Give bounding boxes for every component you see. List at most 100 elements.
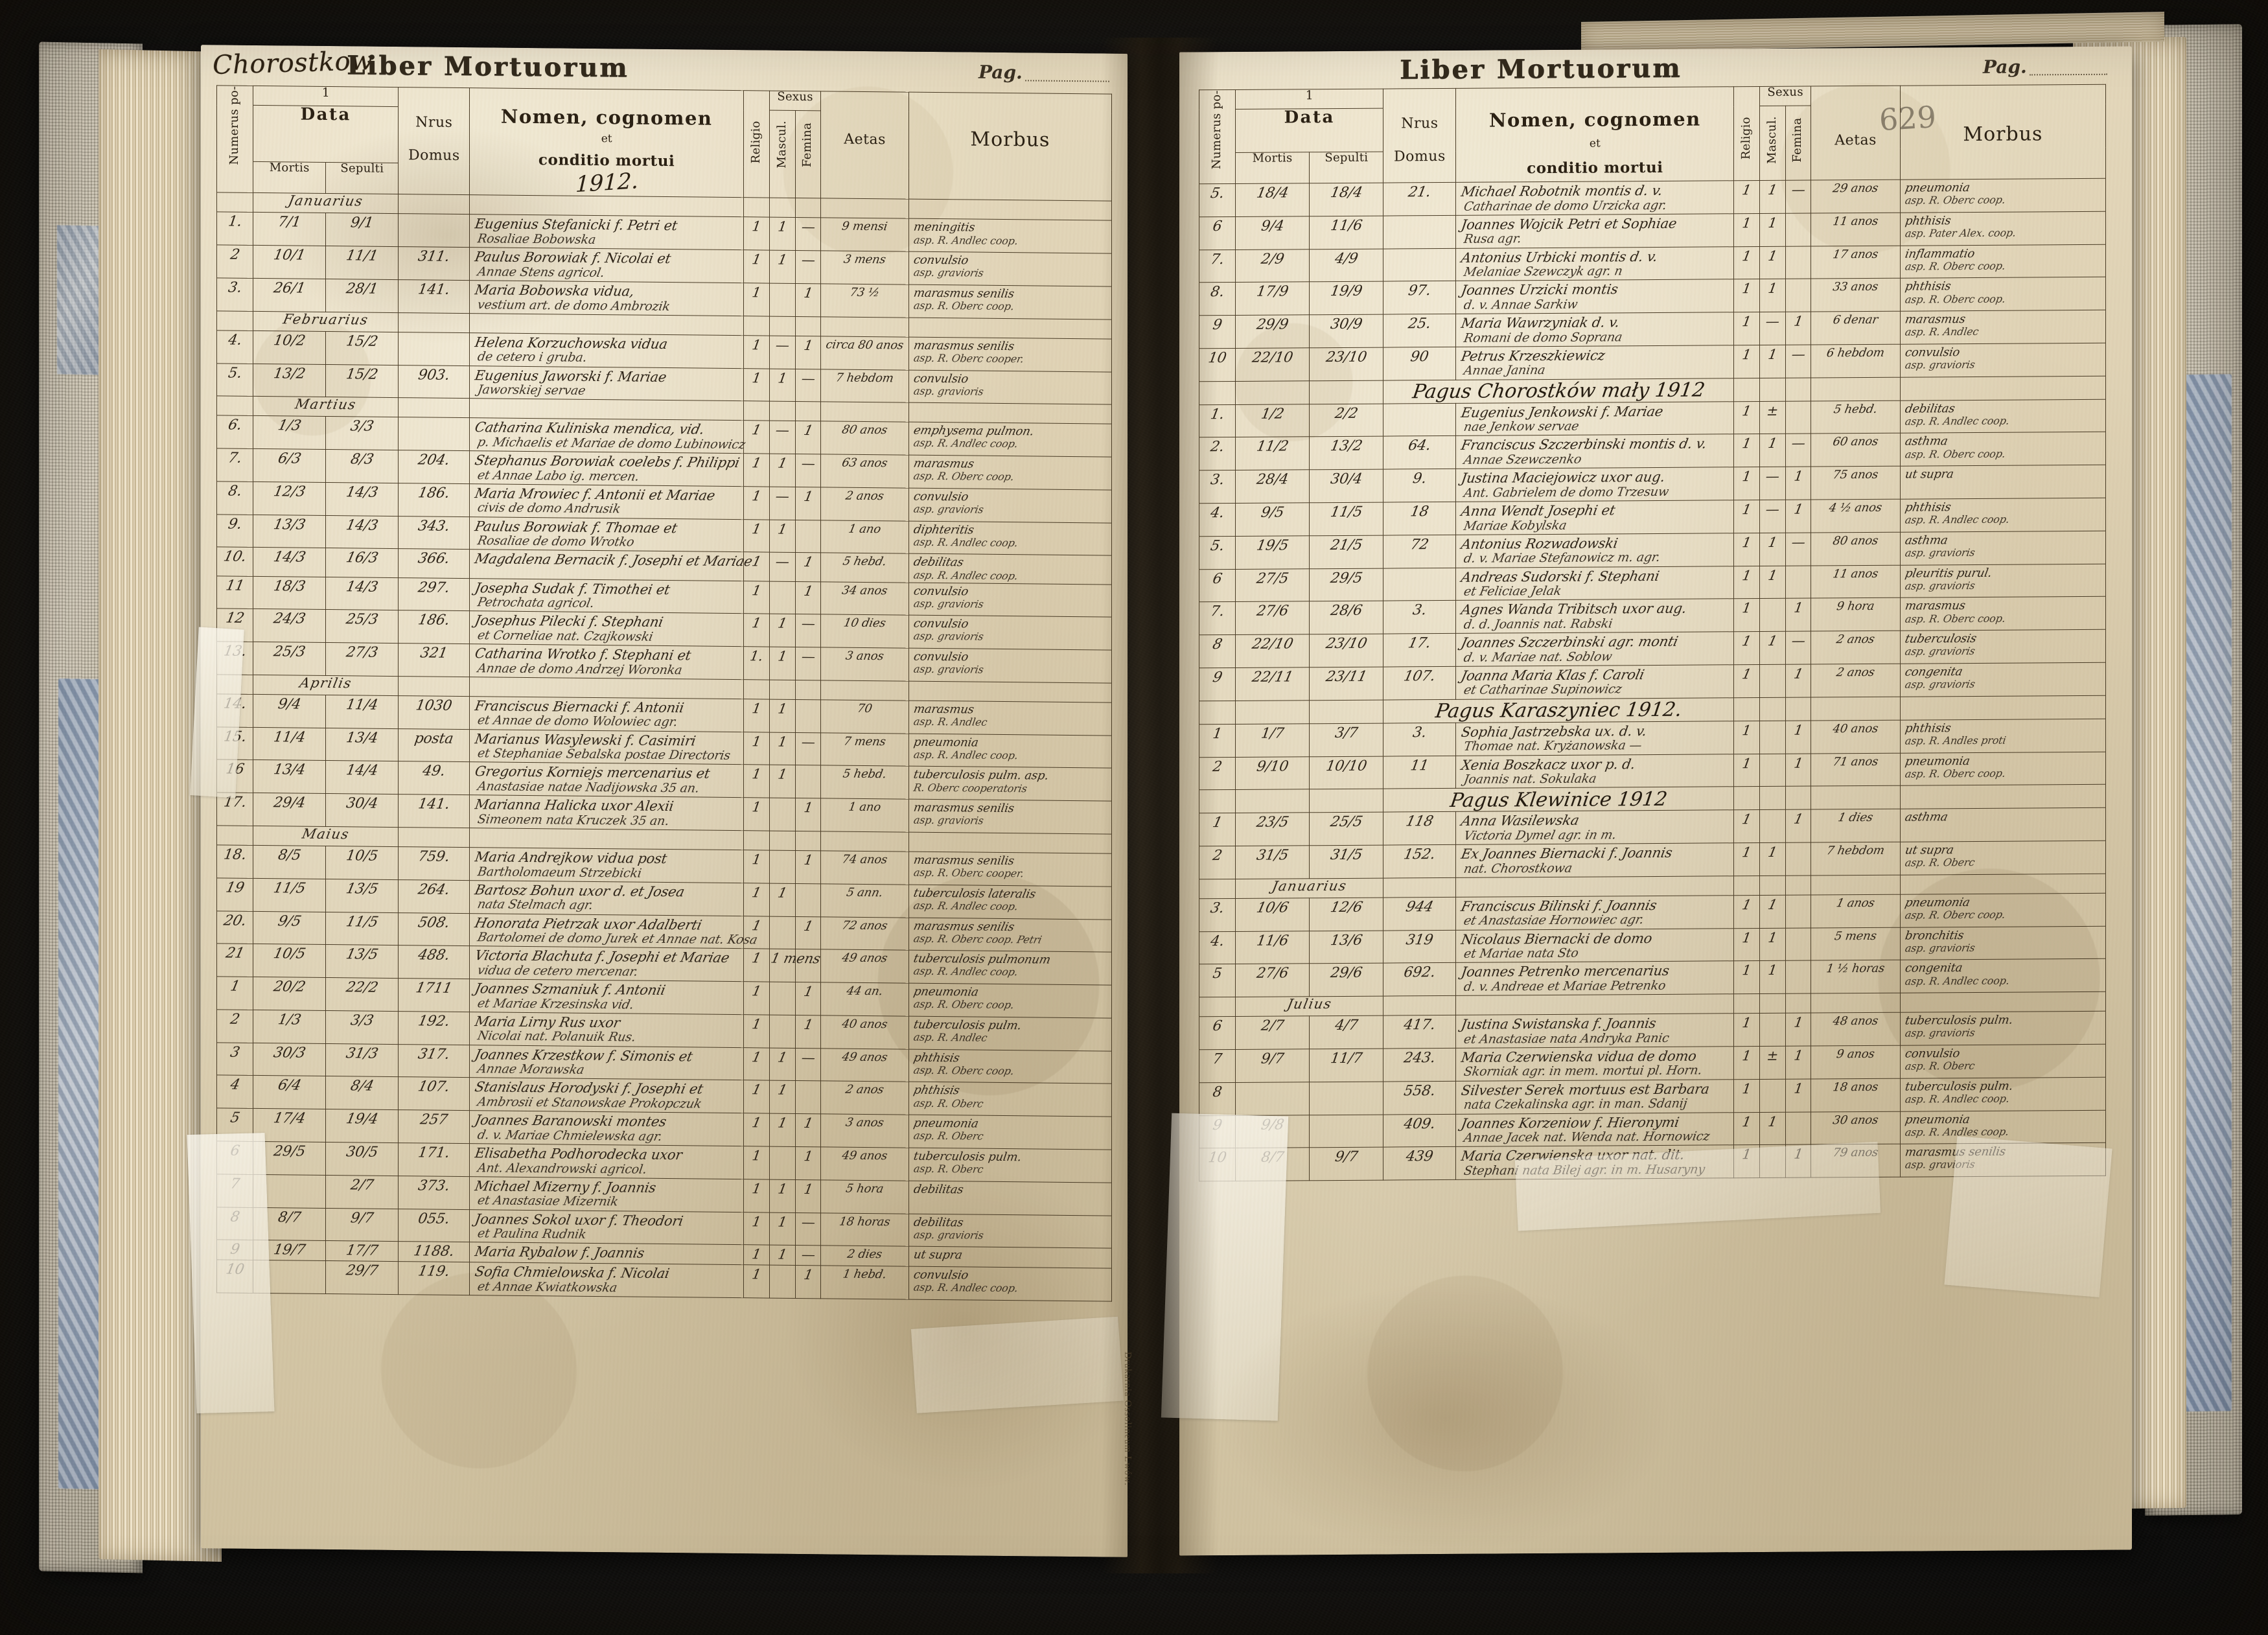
burial-date-cell: 8/3 bbox=[325, 449, 399, 483]
house-number-cell-text: 141. bbox=[417, 281, 451, 298]
empty-cell bbox=[743, 679, 770, 699]
entry-number-cell-text: 5. bbox=[1209, 185, 1226, 202]
entry-number-cell: 9. bbox=[216, 514, 253, 548]
death-date-cell-text: 9/4 bbox=[1260, 218, 1285, 235]
sex-male-cell: 1 bbox=[769, 1047, 796, 1081]
name-condition-cell: Sofia Chmielowska f. Nicolai et Annae Kwi… bbox=[469, 1262, 744, 1298]
age-cell-text: 2 dies bbox=[846, 1247, 884, 1262]
age-cell-text: 79 anos bbox=[1832, 1146, 1880, 1160]
religion-cell-text: 1 bbox=[750, 615, 763, 631]
sex-male-cell bbox=[1759, 1013, 1786, 1047]
sex-male-cell-text: 1 bbox=[1766, 929, 1778, 945]
register-entry-row: 8. 17/9 19/9 97. Joannes Urzicki montis d. v.… bbox=[1199, 277, 2106, 316]
col-religio: Religio bbox=[1739, 117, 1753, 160]
age-cell-text: 73 ½ bbox=[849, 285, 881, 300]
house-number-cell: 264. bbox=[398, 879, 470, 914]
religion-cell-text: 1 bbox=[750, 1016, 763, 1032]
death-date-cell-text: 13/4 bbox=[272, 761, 307, 779]
age-cell: 40 anos bbox=[1811, 719, 1901, 754]
age-cell: 40 anos bbox=[820, 1015, 909, 1049]
death-date-cell-text: 11/5 bbox=[272, 880, 307, 897]
register-entry-row: 5 27/6 29/6 692. Joannes Petrenko mercenariu… bbox=[1199, 958, 2106, 997]
age-cell-text: 1 ½ horas bbox=[1825, 962, 1886, 976]
entry-number-cell: 10. bbox=[216, 547, 253, 576]
col-data: Data bbox=[300, 104, 351, 125]
burial-date-cell: 13/6 bbox=[1309, 930, 1383, 964]
entry-number-cell: 10 bbox=[1199, 348, 1236, 382]
house-number-cell-text bbox=[400, 216, 468, 217]
sex-male-cell: 1 bbox=[1759, 960, 1786, 994]
sex-female-cell bbox=[1785, 842, 1811, 876]
empty-cell bbox=[1898, 784, 2108, 809]
empty-cell bbox=[398, 194, 470, 215]
age-cell-text: 71 anos bbox=[1832, 754, 1880, 769]
col-religio: Religio bbox=[749, 121, 763, 164]
entry-number-cell: 21 bbox=[216, 944, 253, 977]
sex-male-cell-text: 1 bbox=[777, 219, 788, 235]
religion-cell: 1 bbox=[1733, 842, 1760, 876]
burial-date-cell: 27/3 bbox=[325, 642, 399, 677]
age-cell: 17 anos bbox=[1811, 245, 1901, 279]
entry-number-cell-text: 10 bbox=[1207, 1150, 1228, 1166]
name-condition-line2: Bartolomei de domo Jurek et Annae nat. K… bbox=[476, 930, 759, 947]
entry-number-cell-text: 10 bbox=[224, 1261, 246, 1278]
register-entry-row: 7. 2/9 4/9 Antonius Urbicki montis d. v. Mel… bbox=[1199, 244, 2106, 283]
religion-cell-text: 1 bbox=[750, 1082, 763, 1098]
sex-male-cell: 1 bbox=[1759, 434, 1786, 467]
house-number-cell: 107. bbox=[398, 1077, 470, 1111]
sex-female-cell: — bbox=[795, 1048, 821, 1082]
house-number-cell: 18 bbox=[1383, 502, 1456, 535]
house-number-cell-text: 119. bbox=[417, 1263, 452, 1280]
name-condition-cell: Franciscus Bilinski f. Joannis et Anastas… bbox=[1455, 895, 1734, 931]
sex-female-cell-text: 1 bbox=[802, 1115, 815, 1131]
death-date-cell: 6/3 bbox=[253, 448, 326, 483]
entry-number-cell-text: 3. bbox=[1209, 472, 1225, 489]
age-cell-text: 6 denar bbox=[1832, 313, 1879, 327]
burial-date-cell: 16/3 bbox=[325, 548, 399, 578]
month-heading-cell: Februarius bbox=[253, 311, 399, 332]
age-cell-text: 5 hora bbox=[844, 1181, 885, 1196]
entry-number-cell: 2 bbox=[216, 245, 253, 279]
sex-female-cell: 1 bbox=[795, 336, 821, 369]
sex-female-cell bbox=[795, 883, 821, 917]
house-number-cell-text: 17. bbox=[1407, 635, 1433, 652]
disease-attendant-note: asp. R. Andlec coop. bbox=[1904, 974, 2010, 988]
death-date-cell: 2/9 bbox=[1235, 249, 1310, 283]
sex-female-cell: 1 bbox=[1785, 1144, 1811, 1178]
disease-attendant-note: asp. R. Oberc bbox=[1904, 856, 1976, 869]
burial-date-cell: 11/5 bbox=[325, 912, 399, 945]
burial-date-cell-text: 13/4 bbox=[345, 729, 380, 747]
sex-female-cell: 1 bbox=[795, 552, 821, 582]
sex-male-cell-text: 1 bbox=[1766, 844, 1779, 861]
burial-date-cell: 30/4 bbox=[1309, 469, 1383, 503]
burial-date-cell: 29/5 bbox=[1309, 568, 1383, 602]
death-date-cell-text: 12/3 bbox=[272, 483, 307, 500]
house-number-cell: 3. bbox=[1383, 600, 1456, 634]
death-date-cell-text: 1/2 bbox=[1260, 406, 1286, 423]
death-date-cell-text: 22/11 bbox=[1250, 669, 1295, 686]
sex-female-cell: 1 bbox=[1785, 500, 1811, 533]
name-condition-cell: Joannes Wojcik Petri et Sophiae Rusa agr. bbox=[1455, 213, 1734, 248]
sex-male-cell-text: — bbox=[774, 554, 791, 570]
disease-cell-text: phthisis bbox=[1904, 279, 1952, 294]
house-number-cell-text: 055. bbox=[417, 1210, 451, 1227]
burial-date-cell: 15/2 bbox=[325, 364, 399, 398]
empty-cell bbox=[820, 316, 909, 337]
disease-attendant-note: asp. gravioris bbox=[1904, 546, 1976, 559]
name-condition-cell: Joannes Szmaniuk f. Antonii et Mariae Krz… bbox=[469, 979, 744, 1015]
religion-cell-text: 1 bbox=[1741, 215, 1752, 231]
burial-date-cell: 30/9 bbox=[1309, 314, 1383, 348]
disease-attendant-note: asp. gravioris bbox=[1904, 1026, 1976, 1040]
empty-cell bbox=[908, 402, 1112, 424]
spacer-cell bbox=[1308, 380, 1385, 404]
age-cell: 18 horas bbox=[820, 1212, 909, 1247]
name-condition-line2: et Anastasiae Mizernik bbox=[476, 1193, 619, 1209]
sex-male-cell-text: 1 bbox=[1766, 248, 1779, 264]
entry-number-cell: 6 bbox=[216, 1141, 253, 1175]
entry-number-cell-text: 13. bbox=[222, 643, 248, 660]
sex-female-cell bbox=[795, 1080, 821, 1115]
entry-number-cell: 8 bbox=[1199, 634, 1236, 668]
house-number-cell: 297. bbox=[398, 577, 470, 611]
empty-cell bbox=[743, 401, 770, 421]
name-condition-line2: vidua de cetero mercenar. bbox=[476, 963, 640, 979]
